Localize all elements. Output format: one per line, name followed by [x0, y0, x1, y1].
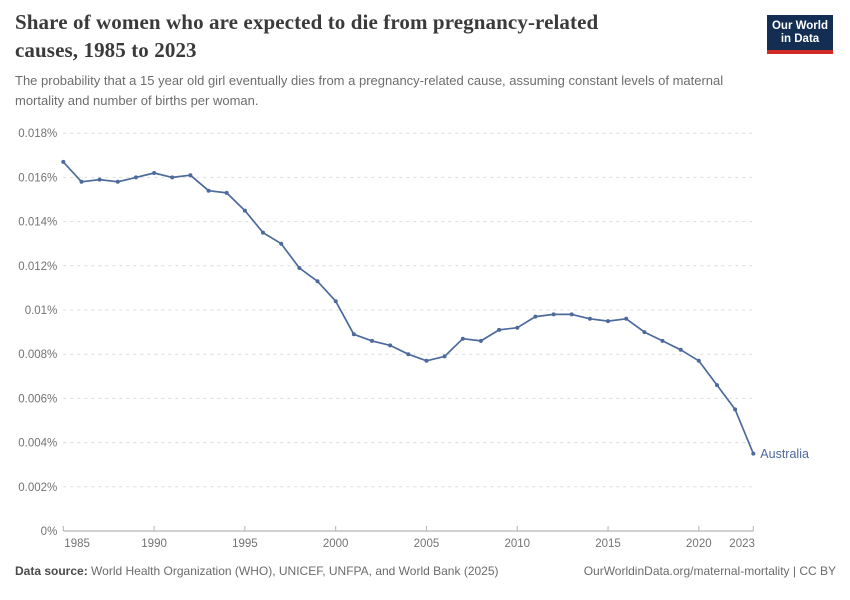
data-point[interactable] [79, 179, 84, 184]
data-point[interactable] [515, 325, 520, 330]
data-point[interactable] [297, 266, 302, 270]
data-point[interactable] [351, 332, 356, 337]
data-point[interactable] [261, 230, 265, 235]
data-point[interactable] [61, 159, 66, 164]
chart-subtitle: The probability that a 15 year old girl … [15, 73, 724, 108]
y-axis-labels: 0% 0.002% 0.004% 0.006% 0.008% 0.01% 0.012% 0.0… [18, 128, 57, 538]
data-point[interactable] [696, 358, 701, 363]
data-point[interactable] [424, 358, 429, 363]
data-point[interactable] [370, 338, 374, 343]
x-tick-label: 1995 [232, 538, 258, 550]
entity-label[interactable]: Australia [760, 447, 809, 461]
y-tick-label: 0.002% [18, 482, 57, 494]
data-point[interactable] [642, 330, 647, 335]
data-point[interactable] [478, 338, 483, 343]
data-point[interactable] [606, 319, 610, 324]
data-point[interactable] [733, 407, 738, 412]
x-axis-labels: 1985 1990 1995 2000 2005 2010 2015 2020 2023 [64, 538, 755, 550]
x-tick-label: 2000 [323, 538, 349, 550]
data-point[interactable] [170, 175, 175, 180]
data-point[interactable] [242, 208, 247, 213]
y-tick-label: 0.012% [18, 261, 57, 273]
owid-link[interactable]: OurWorldinData.org/maternal-mortality | … [583, 564, 836, 578]
data-point[interactable] [279, 241, 284, 246]
data-point[interactable] [442, 354, 447, 359]
x-tick-label: 2015 [595, 538, 621, 550]
data-point[interactable] [751, 451, 756, 456]
y-tick-label: 0.006% [18, 393, 57, 405]
data-point[interactable] [551, 312, 556, 317]
x-tick-label: 2010 [504, 538, 530, 550]
data-point[interactable] [388, 343, 393, 348]
y-tick-label: 0.01% [25, 305, 58, 317]
x-axis [62, 526, 754, 532]
data-point[interactable] [497, 327, 502, 332]
x-tick-label: 1990 [141, 538, 167, 550]
line-chart[interactable]: 0% 0.002% 0.004% 0.006% 0.008% 0.01% 0.012% 0.0… [0, 120, 850, 562]
x-tick-label: 2005 [414, 538, 440, 550]
data-point[interactable] [533, 314, 538, 319]
data-point[interactable] [115, 179, 120, 184]
data-point[interactable] [587, 316, 592, 321]
data-point[interactable] [624, 316, 629, 321]
x-tick-label: 2023 [729, 538, 755, 550]
data-point[interactable] [569, 312, 574, 317]
y-tick-label: 0.014% [18, 217, 57, 229]
y-tick-label: 0.016% [18, 172, 57, 184]
y-tick-label: 0.004% [18, 438, 57, 450]
data-point[interactable] [224, 190, 229, 195]
data-point[interactable] [678, 347, 683, 352]
data-point[interactable] [188, 173, 193, 178]
data-source-label: Data source: [15, 564, 88, 578]
data-point[interactable] [152, 171, 157, 175]
owid-logo-line1: Our World [771, 20, 828, 32]
owid-logo-line2: in Data [780, 33, 820, 45]
y-tick-label: 0.008% [18, 349, 57, 361]
data-point[interactable] [460, 336, 465, 341]
y-gridlines [63, 132, 756, 488]
chart-footer: Data source: World Health Organization (… [15, 564, 836, 578]
data-point[interactable] [315, 279, 320, 284]
data-point[interactable] [133, 175, 138, 180]
data-source-text: World Health Organization (WHO), UNICEF,… [87, 564, 499, 578]
data-point[interactable] [715, 383, 719, 388]
data-point[interactable] [333, 299, 338, 304]
x-tick-label: 2020 [686, 538, 712, 550]
y-tick-label: 0.018% [18, 128, 57, 140]
data-points[interactable] [61, 159, 756, 456]
data-source: Data source: World Health Organization (… [15, 564, 499, 578]
page-title: Share of women who are expected to die f… [15, 10, 599, 62]
data-point[interactable] [660, 338, 665, 343]
data-point[interactable] [206, 188, 211, 193]
owid-logo[interactable]: Our World in Data [767, 15, 833, 54]
y-tick-label: 0% [41, 526, 58, 538]
x-tick-label: 1985 [64, 538, 90, 550]
data-line[interactable] [62, 161, 755, 454]
data-point[interactable] [97, 177, 102, 182]
data-point[interactable] [406, 352, 411, 357]
